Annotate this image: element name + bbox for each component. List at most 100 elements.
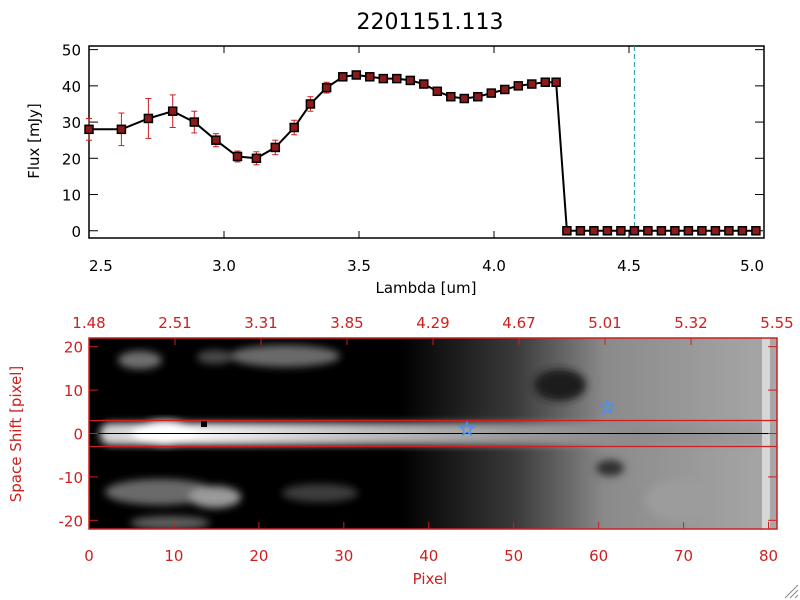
data-point: [378, 73, 389, 84]
data-point: [365, 72, 375, 82]
source-markers: [458, 398, 616, 437]
pixel-x-tick-label: 0: [84, 547, 94, 565]
data-point: [289, 122, 299, 133]
flux-y-tick-label: 40: [62, 78, 81, 96]
lambda-top-tick-label: 4.29: [416, 314, 449, 332]
flux-y-tick-label: 10: [62, 187, 81, 205]
data-point: [432, 86, 443, 97]
data-point: [419, 79, 429, 89]
pixel-x-label: Pixel: [413, 570, 448, 588]
data-point: [251, 153, 262, 164]
pixel-x-tick-label: 40: [419, 547, 438, 565]
space-shift-y-tick-label: 20: [64, 339, 83, 357]
lambda-top-tick-label: 3.85: [330, 314, 363, 332]
pixel-x-axis: 0 10 20 30 40 50 60 70 80: [84, 522, 778, 565]
flux-x-tick-label: 2.5: [89, 257, 113, 275]
data-point: [338, 72, 348, 82]
data-point: [459, 93, 470, 104]
space-shift-y-tick-label: 0: [73, 426, 83, 444]
lambda-top-tick-label: 5.32: [674, 314, 707, 332]
data-point: [305, 99, 316, 109]
data-point: [500, 84, 510, 95]
lambda-top-tick-label: 5.01: [588, 314, 621, 332]
data-point: [697, 226, 707, 236]
pixel-x-tick-label: 20: [249, 547, 268, 565]
flux-x-tick-label: 3.0: [212, 257, 236, 275]
data-point: [513, 81, 524, 91]
pixel-x-tick-label: 30: [334, 547, 353, 565]
pixel-x-tick-label: 80: [759, 547, 778, 565]
data-point: [84, 124, 94, 135]
data-point: [643, 226, 653, 236]
data-point: [710, 226, 721, 236]
data-point: [540, 77, 551, 87]
flux-y-tick-label: 0: [71, 223, 81, 241]
data-point: [446, 91, 456, 102]
hot-pixel: [201, 421, 207, 427]
data-point: [683, 226, 694, 236]
resize-grip-icon[interactable]: [784, 584, 799, 599]
data-point: [602, 226, 613, 236]
data-point: [629, 226, 640, 236]
chart-title: 2201151.113: [357, 10, 504, 35]
flux-x-tick-label: 4.0: [482, 257, 506, 275]
data-point: [232, 151, 243, 162]
data-point: [321, 82, 332, 93]
data-point: [405, 75, 416, 86]
flux-x-label: Lambda [um]: [376, 279, 477, 297]
data-point: [751, 226, 761, 236]
data-point: [589, 226, 599, 236]
flux-x-tick-label: 5.0: [740, 257, 764, 275]
data-point: [189, 117, 200, 127]
flux-plot-frame: [88, 45, 765, 239]
data-point: [473, 91, 483, 102]
data-point: [551, 77, 561, 87]
data-point: [211, 135, 221, 145]
data-point: [116, 124, 127, 135]
lambda-top-tick-label: 3.31: [244, 314, 277, 332]
aperture-lines: [89, 419, 777, 448]
data-point: [562, 226, 572, 236]
star-marker-icon: [598, 398, 616, 415]
data-point: [351, 70, 362, 80]
data-point: [167, 106, 178, 116]
flux-plot: 2.5 3.0 3.5 4.0 4.5 5.0 0 10 20 30 40 50: [62, 42, 765, 275]
spectrum-image: 0 10 20 30 40 50 60 70 80 1.48 2.51 3.31 3.85 4.29 4.…: [59, 314, 794, 565]
flux-line: [89, 73, 756, 232]
lambda-top-axis: 1.48 2.51 3.31 3.85 4.29 4.67 5.01 5.32 5.55: [72, 314, 794, 345]
flux-y-axis: 0 10 20 30 40 50: [62, 42, 764, 241]
data-point: [737, 226, 748, 236]
pixel-x-tick-label: 50: [504, 547, 523, 565]
flux-series: [84, 46, 764, 238]
data-point: [670, 226, 680, 236]
space-shift-y-label: Space Shift [pixel]: [7, 366, 25, 503]
lambda-top-tick-label: 4.67: [502, 314, 535, 332]
data-point: [486, 88, 497, 98]
flux-x-tick-label: 4.5: [617, 257, 641, 275]
flux-x-axis: 2.5 3.0 3.5 4.0 4.5 5.0: [88, 46, 765, 275]
flux-x-tick-label: 3.5: [347, 257, 371, 275]
flux-y-label: Flux [mJy]: [25, 103, 43, 179]
pixel-x-tick-label: 10: [164, 547, 183, 565]
data-point: [575, 226, 586, 236]
data-point: [616, 226, 626, 236]
data-point: [527, 79, 537, 89]
lambda-top-tick-label: 5.55: [760, 314, 793, 332]
data-point: [270, 142, 281, 153]
space-shift-y-tick-label: -20: [59, 512, 84, 530]
pixel-x-tick-label: 70: [674, 547, 693, 565]
lambda-top-tick-label: 2.51: [158, 314, 191, 332]
flux-y-tick-label: 20: [62, 150, 81, 168]
space-shift-y-tick-label: 10: [64, 382, 83, 400]
star-marker-icon: [458, 420, 476, 437]
data-point: [143, 113, 154, 124]
lambda-top-tick-label: 1.48: [72, 314, 105, 332]
data-point: [724, 226, 734, 236]
space-shift-y-axis: -20 -10 0 10 20: [59, 339, 777, 530]
data-point: [392, 73, 402, 84]
pixel-x-tick-label: 60: [589, 547, 608, 565]
data-point: [656, 226, 667, 236]
flux-y-tick-label: 30: [62, 114, 81, 132]
space-shift-y-tick-label: -10: [59, 469, 84, 487]
